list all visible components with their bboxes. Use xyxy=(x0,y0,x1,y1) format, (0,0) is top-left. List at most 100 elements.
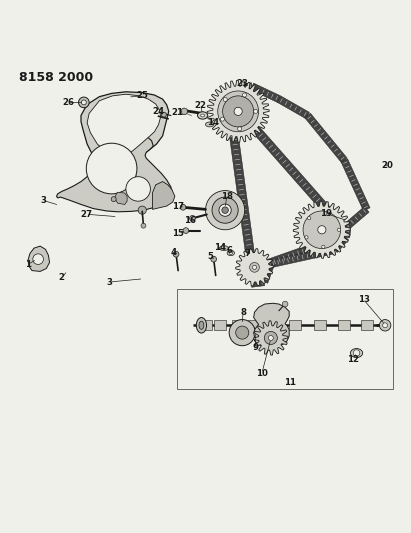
Text: 25: 25 xyxy=(136,91,148,100)
Text: 3: 3 xyxy=(106,278,113,287)
Circle shape xyxy=(307,216,311,220)
Text: 12: 12 xyxy=(347,355,359,364)
Circle shape xyxy=(236,326,249,339)
Circle shape xyxy=(79,97,89,108)
Ellipse shape xyxy=(227,251,235,256)
Circle shape xyxy=(126,177,150,201)
Text: 4: 4 xyxy=(171,248,177,257)
Circle shape xyxy=(211,256,217,262)
Text: 17: 17 xyxy=(172,201,184,211)
Circle shape xyxy=(223,96,254,127)
Circle shape xyxy=(303,211,341,248)
Circle shape xyxy=(181,108,187,115)
Polygon shape xyxy=(342,229,351,238)
Polygon shape xyxy=(116,168,136,185)
Polygon shape xyxy=(254,321,288,355)
Polygon shape xyxy=(81,92,169,197)
Polygon shape xyxy=(360,320,373,330)
Circle shape xyxy=(252,265,256,269)
Text: 24: 24 xyxy=(152,107,165,116)
Polygon shape xyxy=(289,320,301,330)
Polygon shape xyxy=(343,225,351,231)
Circle shape xyxy=(254,109,258,114)
Text: 23: 23 xyxy=(236,79,248,88)
Text: 10: 10 xyxy=(256,369,268,378)
Text: 18: 18 xyxy=(221,192,233,201)
Text: 21: 21 xyxy=(172,108,184,117)
Ellipse shape xyxy=(219,246,229,251)
Circle shape xyxy=(180,205,186,210)
Text: 26: 26 xyxy=(62,98,74,107)
Polygon shape xyxy=(314,320,326,330)
Polygon shape xyxy=(250,83,281,102)
Polygon shape xyxy=(28,246,50,271)
Circle shape xyxy=(242,93,247,97)
Text: 5: 5 xyxy=(208,252,213,261)
Polygon shape xyxy=(232,320,244,330)
Polygon shape xyxy=(293,201,351,259)
Ellipse shape xyxy=(351,349,363,358)
Polygon shape xyxy=(265,320,277,330)
Text: 14: 14 xyxy=(207,118,219,127)
Text: 20: 20 xyxy=(381,161,393,170)
Circle shape xyxy=(219,204,231,216)
Circle shape xyxy=(111,197,116,201)
Circle shape xyxy=(223,98,227,102)
Polygon shape xyxy=(344,207,369,230)
Ellipse shape xyxy=(196,318,206,333)
Polygon shape xyxy=(261,263,274,283)
Polygon shape xyxy=(242,83,253,92)
Text: 27: 27 xyxy=(80,210,92,219)
Circle shape xyxy=(229,320,255,346)
Circle shape xyxy=(183,228,189,233)
Circle shape xyxy=(138,206,146,214)
Circle shape xyxy=(305,236,308,239)
Text: 16: 16 xyxy=(184,216,196,225)
Circle shape xyxy=(173,252,179,257)
Circle shape xyxy=(212,197,238,223)
Polygon shape xyxy=(239,111,330,213)
Polygon shape xyxy=(236,248,273,286)
Circle shape xyxy=(383,323,388,328)
Text: 15: 15 xyxy=(172,229,184,238)
Polygon shape xyxy=(277,96,309,119)
Circle shape xyxy=(86,143,137,194)
Text: 19: 19 xyxy=(320,209,332,218)
Ellipse shape xyxy=(198,112,208,119)
Circle shape xyxy=(282,301,288,307)
Text: 8158 2000: 8158 2000 xyxy=(18,71,92,84)
Polygon shape xyxy=(214,320,226,330)
Polygon shape xyxy=(152,182,175,209)
Circle shape xyxy=(189,215,195,221)
Circle shape xyxy=(206,191,245,230)
Polygon shape xyxy=(207,80,269,142)
Text: 3: 3 xyxy=(40,196,46,205)
Ellipse shape xyxy=(201,114,205,117)
Text: 8: 8 xyxy=(240,308,246,317)
Circle shape xyxy=(220,117,224,121)
Text: 22: 22 xyxy=(194,101,207,110)
Polygon shape xyxy=(115,192,127,205)
Circle shape xyxy=(162,112,166,117)
Ellipse shape xyxy=(199,321,204,329)
Polygon shape xyxy=(254,303,289,348)
Circle shape xyxy=(141,223,146,228)
Circle shape xyxy=(249,262,259,272)
Polygon shape xyxy=(338,320,351,330)
Circle shape xyxy=(234,107,242,116)
Circle shape xyxy=(264,332,277,344)
Polygon shape xyxy=(266,233,345,268)
Text: 13: 13 xyxy=(358,295,370,304)
Polygon shape xyxy=(230,136,256,263)
Text: 1: 1 xyxy=(25,260,31,269)
Circle shape xyxy=(33,254,44,264)
Polygon shape xyxy=(251,278,265,287)
Circle shape xyxy=(337,228,341,231)
Circle shape xyxy=(238,127,242,131)
Circle shape xyxy=(322,245,325,248)
Polygon shape xyxy=(199,320,212,330)
Circle shape xyxy=(218,91,259,132)
Circle shape xyxy=(222,207,229,213)
Text: 14: 14 xyxy=(214,243,226,252)
Circle shape xyxy=(229,252,233,255)
